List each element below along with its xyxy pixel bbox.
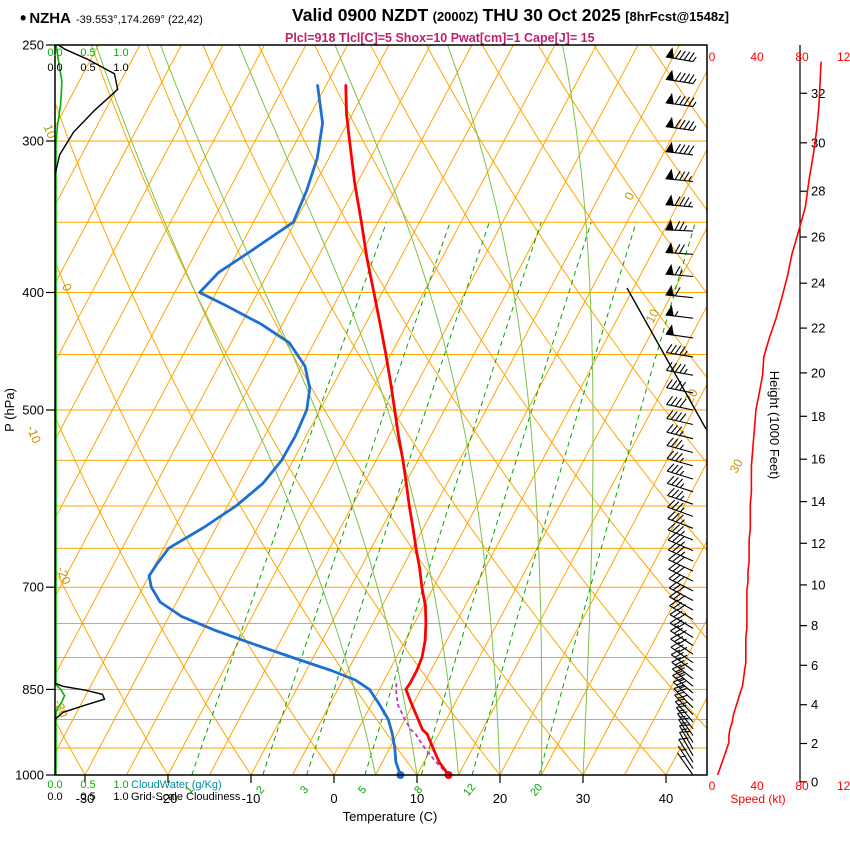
cloudiness-profile — [55, 45, 119, 775]
svg-text:0: 0 — [330, 791, 337, 806]
isotherm-label: 10 — [643, 307, 662, 326]
svg-text:4: 4 — [811, 697, 818, 712]
station-id: NZHA — [29, 10, 71, 27]
svg-text:14: 14 — [811, 494, 825, 509]
svg-text:1000: 1000 — [15, 768, 44, 783]
svg-text:6: 6 — [811, 658, 818, 673]
title-valid: Valid 0900 NZDT — [292, 5, 429, 25]
svg-text:0: 0 — [709, 779, 716, 793]
svg-text:2: 2 — [811, 736, 818, 751]
svg-text:0: 0 — [811, 774, 818, 789]
svg-text:80: 80 — [795, 50, 809, 64]
svg-text:-30: -30 — [76, 791, 95, 806]
moist-adiabats — [95, 45, 594, 775]
svg-text:40: 40 — [659, 791, 673, 806]
svg-text:30: 30 — [811, 135, 825, 150]
svg-text:28: 28 — [811, 184, 825, 199]
svg-text:80: 80 — [795, 779, 809, 793]
mixing-ratio-lines — [191, 222, 696, 775]
wind-barbs — [665, 47, 697, 776]
svg-text:8: 8 — [811, 618, 818, 633]
svg-text:40: 40 — [750, 779, 764, 793]
svg-text:0.5: 0.5 — [80, 791, 95, 803]
dewpoint-trace — [147, 84, 402, 777]
cloud-water-profile — [55, 45, 66, 775]
sounding-indices: Plcl=918 Tlcl[C]=5 Shox=10 Pwat[cm]=1 Ca… — [285, 31, 595, 45]
svg-text:-10: -10 — [242, 791, 261, 806]
svg-text:0.5: 0.5 — [80, 62, 95, 74]
parcel-trace — [395, 681, 450, 776]
svg-text:40: 40 — [750, 50, 764, 64]
frame-cut-line — [626, 287, 707, 430]
mixing-ratio-label: 12 — [461, 782, 478, 799]
svg-text:500: 500 — [22, 403, 44, 418]
mixing-ratio-label: 3 — [298, 784, 311, 796]
svg-text:0.0: 0.0 — [47, 779, 62, 791]
svg-text:26: 26 — [811, 230, 825, 245]
svg-text:400: 400 — [22, 285, 44, 300]
svg-text:0.0: 0.0 — [47, 47, 62, 59]
title-date: THU 30 Oct 2025 — [482, 5, 621, 25]
pressure-axis-title: P (hPa) — [2, 388, 17, 432]
adiabat-label: -10 — [24, 423, 44, 445]
svg-text:10: 10 — [410, 791, 424, 806]
svg-text:22: 22 — [811, 321, 825, 336]
svg-text:0.0: 0.0 — [47, 791, 62, 803]
svg-text:700: 700 — [22, 580, 44, 595]
mixing-ratio-label: 5 — [356, 784, 369, 796]
svg-text:16: 16 — [811, 452, 825, 467]
svg-text:12: 12 — [811, 536, 825, 551]
svg-text:32: 32 — [811, 86, 825, 101]
svg-text:0.0: 0.0 — [47, 62, 62, 74]
isotherm-label: 30 — [727, 457, 746, 476]
svg-text:24: 24 — [811, 276, 825, 291]
svg-text:10: 10 — [811, 577, 825, 592]
station-header: • NZHA -39.553°,174.269° (22,42) — [20, 7, 203, 28]
station-coords: -39.553°,174.269° (22,42) — [75, 14, 203, 26]
svg-text:120: 120 — [837, 50, 850, 64]
svg-text:250: 250 — [22, 38, 44, 53]
skewt-grid-orange — [55, 45, 707, 775]
cloudiness-legend: Grid-Scale Cloudiness — [131, 791, 241, 803]
svg-text:0.5: 0.5 — [80, 779, 95, 791]
svg-text:120: 120 — [837, 779, 850, 793]
svg-text:20: 20 — [493, 791, 507, 806]
svg-text:30: 30 — [576, 791, 590, 806]
svg-text:1.0: 1.0 — [113, 791, 128, 803]
svg-text:850: 850 — [22, 682, 44, 697]
svg-text:1.0: 1.0 — [113, 47, 128, 59]
station-bullet-icon: • — [20, 8, 27, 28]
isotherm-label: 0 — [622, 190, 638, 203]
mixing-ratio-label: 20 — [528, 782, 545, 799]
title-zulu: (2000Z) — [432, 9, 479, 24]
svg-text:18: 18 — [811, 409, 825, 424]
svg-text:0: 0 — [709, 50, 716, 64]
adiabat-label: -20 — [54, 564, 74, 586]
cloudwater-legend: CloudWater (g/Kg) — [131, 779, 222, 791]
svg-text:1.0: 1.0 — [113, 779, 128, 791]
svg-text:-20: -20 — [159, 791, 178, 806]
svg-text:300: 300 — [22, 134, 44, 149]
valid-time-title: Valid 0900 NZDT (2000Z) THU 30 Oct 2025 … — [292, 5, 729, 26]
adiabat-label: 0 — [59, 282, 75, 294]
wind-speed-profile — [716, 61, 822, 776]
svg-text:1.0: 1.0 — [113, 62, 128, 74]
temperature-trace — [344, 84, 450, 777]
temp-axis-title: Temperature (C) — [343, 809, 438, 824]
height-axis-title: Height (1000 Feet) — [767, 371, 782, 479]
svg-text:0.5: 0.5 — [80, 47, 95, 59]
axis-ticks — [46, 44, 807, 783]
speed-axis-title: Speed (kt) — [730, 792, 785, 806]
svg-text:20: 20 — [811, 365, 825, 380]
adiabat-label: -30 — [51, 697, 71, 719]
title-fcst: [8hrFcst@1548z] — [625, 9, 729, 24]
